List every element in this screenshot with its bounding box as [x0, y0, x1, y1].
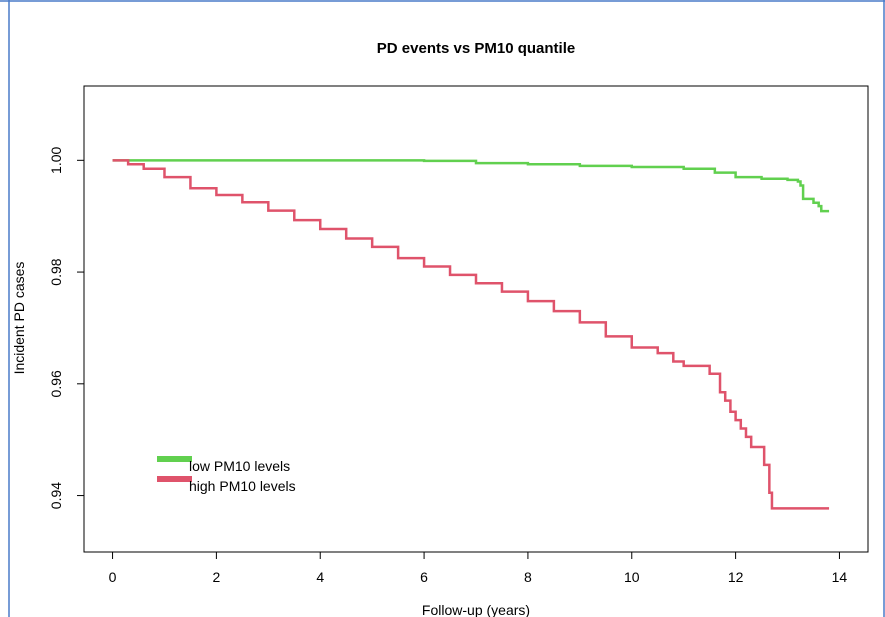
x-tick-label: 2	[212, 569, 220, 585]
legend-label-low: low PM10 levels	[189, 458, 290, 474]
x-tick-label: 12	[728, 569, 744, 585]
x-axis: 0 2 4 6 8 10 12 14	[109, 551, 848, 585]
series-line-high	[112, 159, 830, 510]
y-tick-label: 0.96	[48, 370, 64, 397]
series-line-low	[112, 159, 830, 213]
series-group	[112, 159, 830, 510]
x-axis-label: Follow-up (years)	[422, 602, 530, 617]
x-tick-label: 6	[420, 569, 428, 585]
x-tick-label: 8	[524, 569, 532, 585]
legend-label-high: high PM10 levels	[189, 478, 296, 494]
chart-title: PD events vs PM10 quantile	[377, 40, 575, 57]
x-tick-label: 4	[316, 569, 324, 585]
y-tick-label: 0.98	[48, 258, 64, 285]
x-tick-label: 10	[624, 569, 640, 585]
y-axis-label: Incident PD cases	[11, 262, 27, 375]
y-tick-label: 0.94	[48, 482, 64, 509]
x-tick-label: 14	[832, 569, 848, 585]
legend: low PM10 levels high PM10 levels	[157, 456, 296, 494]
y-axis: 0.94 0.96 0.98 1.00	[48, 146, 85, 509]
x-tick-label: 0	[109, 569, 117, 585]
y-tick-label: 1.00	[48, 146, 64, 173]
